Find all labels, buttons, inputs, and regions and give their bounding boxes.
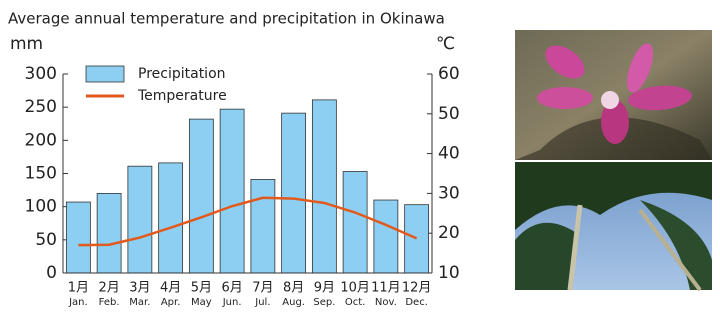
y2-tick-label: 60 [438,64,460,84]
y-tick-label: 100 [25,197,57,217]
y2-axis-label: ℃ [436,34,455,54]
bar [404,204,430,274]
bar [250,179,276,274]
legend-label: Precipitation [138,66,226,82]
x-tick-label-en: Oct. [345,297,365,308]
x-tick-label: 1月 [68,281,89,296]
x-tick-label: 6月 [221,281,242,296]
x-tick-label-en: Mar. [129,297,150,308]
bar [158,162,184,274]
legend-label: Temperature [137,88,227,104]
x-tick-label: 5月 [191,281,212,296]
x-tick-label-en: Sep. [313,297,335,308]
y-tick-label: 150 [25,164,57,184]
legend-swatch [85,65,125,83]
bar [281,112,307,274]
x-tick-label-en: Dec. [405,297,428,308]
y-tick-label: 50 [35,230,57,250]
bar [373,199,399,274]
x-tick-label: 11月 [371,281,401,296]
y2-tick-label: 10 [438,263,460,283]
y2-tick-label: 20 [438,223,460,243]
bar [127,165,153,274]
bar [342,171,368,274]
x-tick-label: 12月 [402,281,432,296]
bar [96,192,122,274]
y-axis-label: mm [10,34,43,54]
bar [311,99,337,274]
y-tick-label: 200 [25,130,57,150]
y-tick-label: 250 [25,97,57,117]
x-tick-label: 4月 [160,281,181,296]
x-tick-label-en: Aug. [282,297,305,308]
chart-title: Average annual temperature and precipita… [8,10,445,28]
x-tick-label-en: Jun. [222,297,242,308]
y2-tick-label: 50 [438,104,460,124]
y2-tick-label: 40 [438,144,460,164]
x-tick-label-en: Apr. [161,297,181,308]
photo-orchid [515,30,712,160]
bar [65,201,91,274]
x-tick-label: 7月 [252,281,273,296]
x-tick-label: 9月 [314,281,335,296]
x-tick-label-en: May [191,297,212,308]
photo-palms [515,162,712,292]
line [78,196,418,247]
x-tick-label-en: Jan. [68,297,88,308]
x-tick-label: 2月 [98,281,119,296]
x-tick-label-en: Nov. [375,297,397,308]
x-tick-label: 3月 [129,281,150,296]
y2-tick-label: 30 [438,183,460,203]
x-tick-label-en: Feb. [99,297,120,308]
x-tick-label-en: Jul. [254,297,270,308]
y-tick-label: 300 [25,64,57,84]
bar [188,118,214,274]
x-tick-label: 8月 [283,281,304,296]
bar [219,108,245,274]
y-tick-label: 0 [46,263,57,283]
x-tick-label: 10月 [340,281,370,296]
